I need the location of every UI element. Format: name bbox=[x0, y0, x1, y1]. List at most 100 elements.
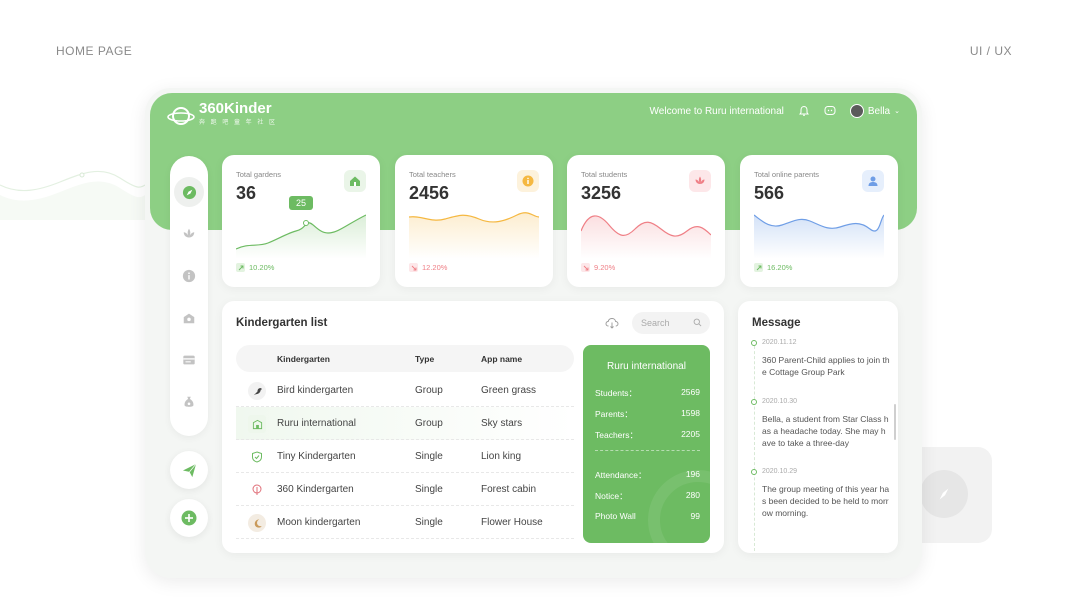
stat-change: 12.20% bbox=[409, 263, 447, 272]
kindergarten-type: Group bbox=[415, 418, 443, 429]
detail-line: Teachers： 2205 bbox=[595, 429, 700, 441]
gardens-trend-chart bbox=[236, 214, 366, 259]
cloud-download-icon[interactable] bbox=[605, 317, 619, 329]
message-text: The group meeting of this year has been … bbox=[762, 484, 890, 518]
search-placeholder: Search bbox=[641, 318, 670, 328]
timeline-dot bbox=[751, 340, 757, 346]
stat-change: 16.20% bbox=[754, 263, 792, 272]
kindergarten-type: Single bbox=[415, 517, 443, 528]
stat-change-value: 9.20% bbox=[594, 263, 616, 272]
sidebar-item-growth[interactable] bbox=[174, 219, 204, 249]
teachers-trend-chart bbox=[409, 212, 539, 259]
scrollbar[interactable] bbox=[894, 404, 896, 440]
stat-change: 10.20% bbox=[236, 263, 274, 272]
stat-card-teachers[interactable]: Total teachers 2456 12.20% bbox=[395, 155, 553, 287]
timeline-dot bbox=[751, 399, 757, 405]
info-icon bbox=[517, 170, 539, 192]
divider bbox=[595, 450, 700, 451]
detail-value: 196 bbox=[685, 469, 700, 479]
brand-logo[interactable]: 360Kinder 奔 跑 吧 童 年 社 区 bbox=[167, 100, 277, 130]
message-date: 2020.11.12 bbox=[762, 339, 797, 346]
detail-value: 280 bbox=[685, 490, 700, 500]
sidebar-item-card[interactable] bbox=[174, 345, 204, 375]
top-bar: Welcome to Ruru international Bella ⌄ bbox=[650, 104, 900, 118]
stat-change-value: 12.20% bbox=[422, 263, 448, 272]
compass-icon bbox=[920, 470, 968, 518]
table-row[interactable]: 360 Kindergarten Single Forest cabin bbox=[236, 473, 574, 506]
detail-value: 99 bbox=[690, 511, 700, 521]
detail-label: Notice： bbox=[595, 491, 628, 501]
brand-name: 360Kinder bbox=[199, 100, 272, 117]
stat-card-students[interactable]: Total students 3256 9.20% bbox=[567, 155, 725, 287]
sidebar-item-school[interactable] bbox=[174, 303, 204, 333]
stat-title: Total teachers bbox=[409, 170, 456, 179]
kindergarten-type: Group bbox=[415, 385, 443, 396]
column-header[interactable]: Kindergarten bbox=[277, 354, 330, 364]
bird-icon bbox=[248, 382, 266, 400]
user-menu[interactable]: Bella ⌄ bbox=[849, 104, 900, 118]
message-date: 2020.10.29 bbox=[762, 468, 798, 475]
lotus-icon bbox=[183, 228, 195, 238]
message-date: 2020.10.30 bbox=[762, 398, 798, 405]
kindergarten-name: Tiny Kindergarten bbox=[277, 451, 356, 462]
detail-line: Attendance： 196 bbox=[595, 469, 700, 481]
search-input[interactable]: Search bbox=[632, 312, 710, 334]
table-row[interactable]: Ruru international Group Sky stars bbox=[236, 407, 574, 440]
bell-icon[interactable] bbox=[798, 105, 810, 117]
send-button[interactable] bbox=[170, 451, 208, 489]
home-page-label: HOME PAGE bbox=[56, 44, 133, 58]
detail-value: 1598 bbox=[681, 408, 700, 418]
sidebar-item-info[interactable] bbox=[174, 261, 204, 291]
panel-title: Message bbox=[752, 317, 801, 329]
search-icon bbox=[693, 318, 702, 327]
kindergarten-name: Moon kindergarten bbox=[277, 517, 361, 528]
kindergarten-name: Bird kindergarten bbox=[277, 385, 354, 396]
add-button[interactable] bbox=[170, 499, 208, 537]
detail-line: Photo Wall 99 bbox=[595, 511, 700, 521]
detail-value: 2205 bbox=[681, 429, 700, 439]
dashboard-window: 360Kinder 奔 跑 吧 童 年 社 区 Welcome to Ruru … bbox=[145, 88, 922, 578]
lotus-icon bbox=[689, 170, 711, 192]
message-text: Bella, a student from Star Class has a h… bbox=[762, 414, 889, 448]
stat-change: 9.20% bbox=[581, 263, 615, 272]
detail-line: Parents： 1598 bbox=[595, 408, 700, 420]
table-row[interactable]: Tiny Kindergarten Single Lion king bbox=[236, 440, 574, 473]
planet-logo-icon bbox=[167, 107, 195, 125]
house-icon bbox=[344, 170, 366, 192]
table-row[interactable]: Bird kindergarten Group Green grass bbox=[236, 374, 574, 407]
chat-icon[interactable] bbox=[824, 105, 836, 117]
trend-down-icon bbox=[409, 263, 418, 272]
column-header[interactable]: Type bbox=[415, 354, 435, 364]
timeline-line bbox=[754, 341, 755, 551]
flower-icon bbox=[248, 481, 266, 499]
person-icon bbox=[862, 170, 884, 192]
app-name: Green grass bbox=[481, 385, 537, 396]
ui-ux-label: UI / UX bbox=[969, 44, 1012, 58]
stat-change-value: 16.20% bbox=[767, 263, 793, 272]
app-name: Flower House bbox=[481, 517, 543, 528]
trend-up-icon bbox=[754, 263, 763, 272]
detail-label: Photo Wall bbox=[595, 511, 636, 521]
message-text: 360 Parent-Child applies to join the Cot… bbox=[762, 355, 890, 377]
detail-label: Students： bbox=[595, 388, 638, 398]
detail-line: Notice： 280 bbox=[595, 490, 700, 502]
column-header[interactable]: App name bbox=[481, 354, 523, 364]
stat-card-gardens[interactable]: Total gardens 36 25 10.20% bbox=[222, 155, 380, 287]
stat-card-parents[interactable]: Total online parents 566 16.20% bbox=[740, 155, 898, 287]
detail-label: Parents： bbox=[595, 409, 633, 419]
table-row[interactable]: Moon kindergarten Single Flower House bbox=[236, 506, 574, 539]
table-header: Kindergarten Type App name bbox=[236, 345, 574, 372]
decorative-wave bbox=[0, 170, 150, 220]
stat-title: Total gardens bbox=[236, 170, 282, 179]
info-icon bbox=[182, 269, 196, 283]
compass-icon bbox=[182, 185, 196, 199]
panel-title: Kindergarten list bbox=[236, 317, 328, 329]
stat-title: Total online parents bbox=[754, 170, 820, 179]
card-icon bbox=[183, 355, 195, 365]
sidebar-item-home[interactable] bbox=[174, 177, 204, 207]
welcome-text: Welcome to Ruru international bbox=[649, 105, 784, 117]
trend-down-icon bbox=[581, 263, 590, 272]
kindergarten-list-panel: Kindergarten list Search Kindergarten Ty… bbox=[222, 301, 724, 553]
plus-icon bbox=[181, 510, 197, 526]
sidebar-item-finance[interactable] bbox=[174, 387, 204, 417]
